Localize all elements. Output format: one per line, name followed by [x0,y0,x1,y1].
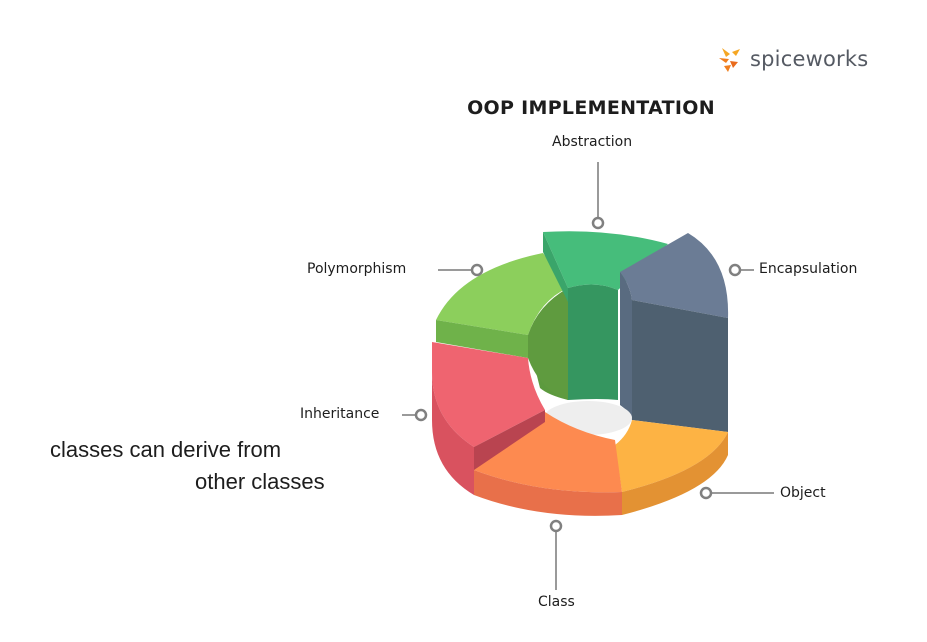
segment-encapsulation [620,233,729,432]
label-class: Class [538,594,575,610]
leader-object [699,486,774,500]
note-line-2: other classes [195,469,325,494]
label-inheritance: Inheritance [300,406,380,422]
segment-inheritance [432,342,545,495]
note-line-1: classes can derive from [50,437,282,462]
label-encapsulation: Encapsulation [759,261,858,277]
segment-object [615,420,728,515]
diagram-title: OOP IMPLEMENTATION [467,97,715,119]
brand-name: spiceworks [750,47,869,71]
label-polymorphism: Polymorphism [307,261,407,277]
leader-abstraction [591,162,605,230]
label-object: Object [780,485,826,501]
leader-inheritance [402,408,428,422]
leader-polymorphism [438,263,484,277]
label-abstraction: Abstraction [552,134,633,150]
spiceworks-logo-icon [719,48,740,72]
leader-encapsulation [728,263,754,277]
segment-abstraction [543,231,668,400]
segment-polymorphism [436,253,568,400]
spiceworks-logo: spiceworks [716,44,868,74]
leader-class [549,519,563,590]
